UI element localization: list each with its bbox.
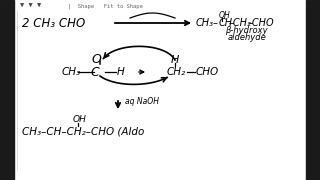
- Text: CH₃–: CH₃–: [196, 18, 219, 28]
- Text: aldehyde: aldehyde: [228, 33, 267, 42]
- Text: CH₃–CH–CH₂–CHO (Aldo: CH₃–CH–CH₂–CHO (Aldo: [22, 127, 144, 137]
- Bar: [306, 0, 320, 180]
- Text: CH₃: CH₃: [62, 67, 81, 77]
- Text: 2 CH₃ CHO: 2 CH₃ CHO: [22, 17, 85, 30]
- Text: OH: OH: [219, 10, 231, 19]
- Text: OH: OH: [73, 116, 87, 125]
- Text: CHO: CHO: [196, 67, 219, 77]
- Text: CH: CH: [219, 18, 233, 28]
- Text: C: C: [91, 66, 100, 78]
- Text: H: H: [117, 67, 125, 77]
- Text: ▼ ▼ ▼: ▼ ▼ ▼: [20, 3, 41, 9]
- Text: O: O: [91, 53, 101, 66]
- Text: CH₂: CH₂: [167, 67, 186, 77]
- Text: aq NaOH: aq NaOH: [125, 97, 159, 106]
- Text: –CH₂: –CH₂: [229, 18, 252, 28]
- Text: |  Shape   Fit to Shape: | Shape Fit to Shape: [68, 3, 143, 9]
- Text: –CHO: –CHO: [248, 18, 275, 28]
- Bar: [0, 0, 14, 180]
- Text: H: H: [171, 55, 179, 65]
- Text: β-hydroxy: β-hydroxy: [225, 26, 268, 35]
